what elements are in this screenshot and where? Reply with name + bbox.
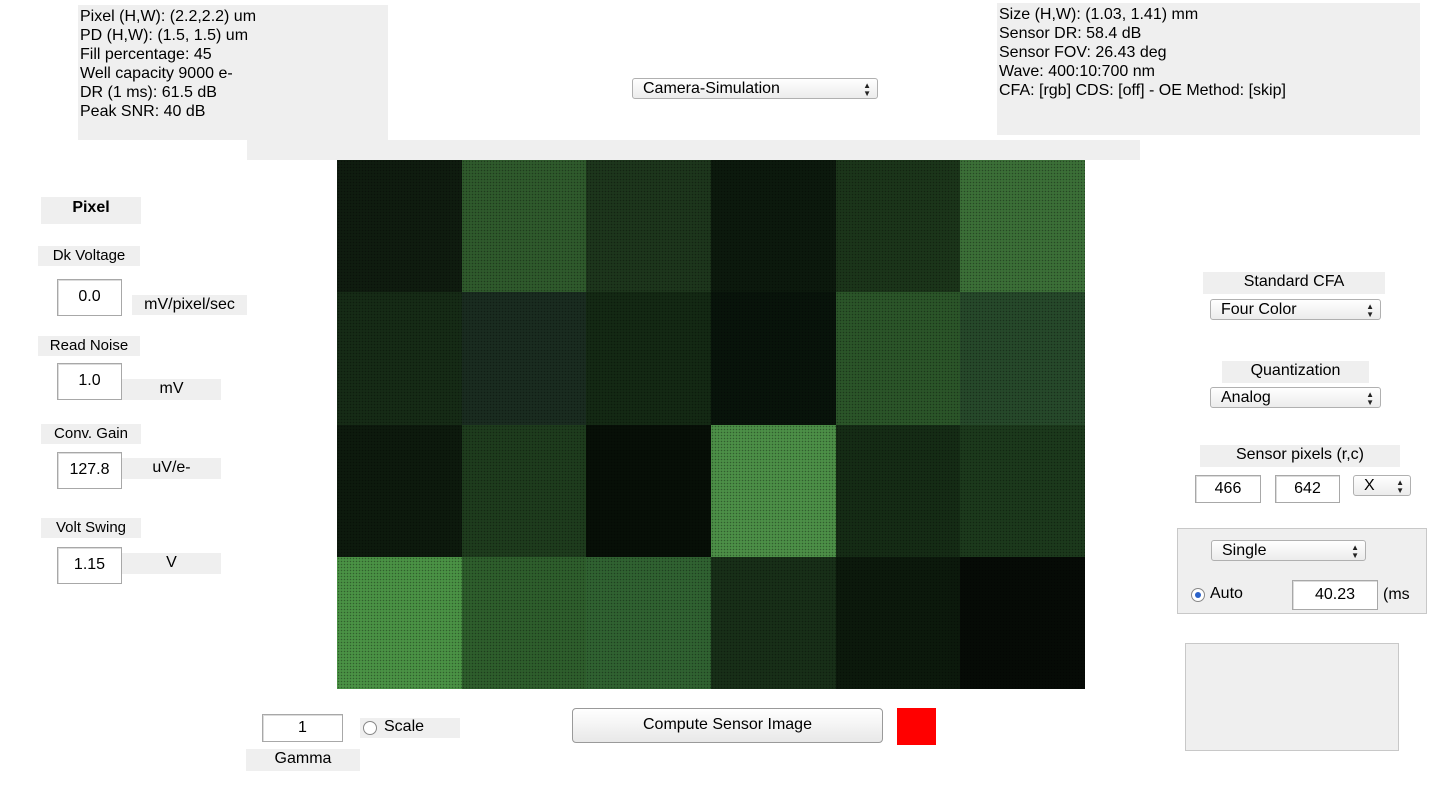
image-patch	[586, 160, 711, 293]
exposure-time-input[interactable]: 40.23	[1292, 580, 1378, 610]
scale-radio[interactable]	[363, 721, 377, 735]
preview-panel	[1185, 643, 1399, 751]
image-patch	[960, 424, 1085, 557]
image-title-strip	[247, 140, 1140, 160]
image-patch	[461, 160, 587, 293]
cfa-select[interactable]: Four Color ▲ ▼	[1210, 299, 1381, 320]
sensor-summary-panel: Size (H,W): (1.03, 1.41) mm Sensor DR: 5…	[997, 3, 1420, 135]
pixel-size-text: Pixel (H,W): (2.2,2.2) um	[80, 8, 257, 25]
image-patch	[337, 556, 462, 689]
image-patch	[710, 556, 836, 689]
compute-sensor-image-button[interactable]: Compute Sensor Image	[572, 708, 883, 743]
gamma-input[interactable]: 1	[262, 714, 343, 742]
window-select-value: Camera-Simulation	[643, 80, 780, 97]
pd-size-text: PD (H,W): (1.5, 1.5) um	[80, 27, 249, 44]
image-patch	[835, 292, 961, 425]
exposure-mode-select[interactable]: Single ▲ ▼	[1211, 540, 1366, 561]
image-patch	[835, 424, 961, 557]
volt-swing-unit: V	[122, 553, 221, 574]
status-indicator	[897, 708, 936, 745]
wave-text: Wave: 400:10:700 nm	[999, 63, 1155, 80]
image-patch	[461, 292, 587, 425]
cfa-text: CFA: [rgb] CDS: [off] - OE Method: [skip…	[999, 82, 1286, 99]
sensor-pixels-label: Sensor pixels (r,c)	[1200, 445, 1400, 467]
conv-gain-unit: uV/e-	[122, 458, 221, 479]
auto-exposure-radio[interactable]	[1191, 588, 1205, 602]
dk-voltage-unit: mV/pixel/sec	[132, 295, 247, 315]
image-patch	[337, 292, 462, 425]
well-capacity-text: Well capacity 9000 e-	[80, 65, 233, 82]
select-arrows-icon: ▲ ▼	[1366, 390, 1374, 407]
image-patch	[710, 292, 836, 425]
quantization-label: Quantization	[1222, 361, 1369, 383]
scale-label: Scale	[384, 718, 425, 735]
image-patch	[710, 424, 836, 557]
volt-swing-input[interactable]: 1.15	[57, 547, 122, 584]
dr-text: DR (1 ms): 61.5 dB	[80, 84, 217, 101]
image-patch	[710, 160, 836, 293]
pixel-mode-select[interactable]: X ▲ ▼	[1353, 475, 1411, 496]
pixel-mode-select-value: X	[1364, 477, 1375, 494]
image-patch	[835, 160, 961, 293]
sensor-cols-input[interactable]: 642	[1275, 475, 1340, 503]
exposure-time-unit: (ms	[1383, 586, 1410, 603]
image-patch	[960, 160, 1085, 293]
select-arrows-icon: ▲ ▼	[1351, 543, 1359, 560]
peak-snr-text: Peak SNR: 40 dB	[80, 103, 206, 120]
dk-voltage-input[interactable]: 0.0	[57, 279, 122, 316]
image-patch	[960, 556, 1085, 689]
pixel-info-panel: Pixel (H,W): (2.2,2.2) um PD (H,W): (1.5…	[78, 5, 388, 140]
exposure-mode-value: Single	[1222, 542, 1267, 559]
image-patch	[586, 424, 711, 557]
select-arrows-icon: ▲ ▼	[863, 81, 871, 98]
quantization-select[interactable]: Analog ▲ ▼	[1210, 387, 1381, 408]
image-patch	[337, 424, 462, 557]
sensor-fov-text: Sensor FOV: 26.43 deg	[999, 44, 1167, 61]
read-noise-unit: mV	[122, 379, 221, 400]
exposure-panel: Single ▲ ▼ Auto 40.23 (ms	[1177, 528, 1427, 614]
read-noise-input[interactable]: 1.0	[57, 363, 122, 400]
sensor-image	[337, 160, 1085, 689]
dk-voltage-label: Dk Voltage	[38, 246, 140, 266]
select-arrows-icon: ▲ ▼	[1396, 478, 1404, 495]
cfa-label: Standard CFA	[1203, 272, 1385, 294]
sensor-size-text: Size (H,W): (1.03, 1.41) mm	[999, 6, 1199, 23]
cfa-select-value: Four Color	[1221, 301, 1297, 318]
image-patch	[461, 556, 587, 689]
quantization-select-value: Analog	[1221, 389, 1271, 406]
window-select[interactable]: Camera-Simulation ▲ ▼	[632, 78, 878, 99]
image-patch	[461, 424, 587, 557]
conv-gain-input[interactable]: 127.8	[57, 452, 122, 489]
image-patch	[960, 292, 1085, 425]
scale-control	[360, 718, 460, 738]
pixel-panel-title: Pixel	[41, 197, 141, 224]
image-patch	[586, 292, 711, 425]
fill-text: Fill percentage: 45	[80, 46, 212, 63]
sensor-dr-text: Sensor DR: 58.4 dB	[999, 25, 1142, 42]
select-arrows-icon: ▲ ▼	[1366, 302, 1374, 319]
image-patch	[337, 160, 462, 293]
image-patch	[586, 556, 711, 689]
sensor-rows-input[interactable]: 466	[1195, 475, 1261, 503]
read-noise-label: Read Noise	[38, 336, 140, 356]
volt-swing-label: Volt Swing	[41, 518, 141, 538]
auto-exposure-label: Auto	[1210, 585, 1243, 602]
image-patch	[835, 556, 961, 689]
gamma-label: Gamma	[246, 749, 360, 771]
conv-gain-label: Conv. Gain	[41, 424, 141, 444]
